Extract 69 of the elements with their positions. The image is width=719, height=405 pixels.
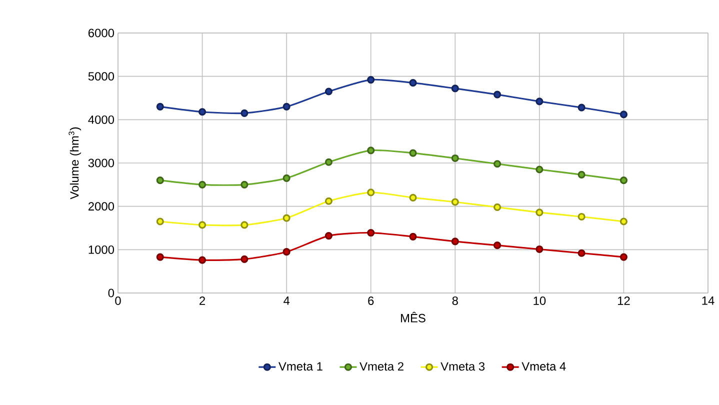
point: [536, 98, 544, 106]
point: [198, 256, 206, 264]
point: [536, 245, 544, 254]
point: [156, 176, 164, 184]
point: [620, 110, 628, 118]
point: [240, 109, 248, 117]
point: [409, 194, 417, 202]
point: [536, 166, 544, 174]
point: [198, 108, 206, 116]
point: [367, 76, 375, 84]
point: [282, 174, 290, 182]
legend-label: Vmeta 1: [278, 362, 322, 371]
point: [536, 208, 544, 216]
point: [324, 88, 333, 96]
point: [494, 203, 502, 211]
point: [578, 249, 586, 257]
point: [494, 242, 502, 250]
point: [620, 218, 628, 226]
point: [620, 253, 628, 261]
point: [282, 214, 290, 222]
y-tick-label: 1000: [88, 245, 114, 254]
y-tick-label: 2000: [88, 202, 114, 211]
x-tick-label: 6: [368, 296, 374, 305]
point: [367, 228, 375, 237]
x-tick-label: 10: [534, 296, 546, 305]
point: [367, 146, 375, 154]
y-axis-title: Volume (hm$^{3}$): [68, 127, 82, 200]
y-tick-label: 6000: [88, 28, 114, 38]
x-tick-label: 4: [284, 296, 290, 305]
point: [409, 232, 417, 240]
y-tick-label: 0: [108, 288, 114, 298]
point: [578, 104, 586, 112]
x-tick-label: 2: [200, 296, 206, 305]
point: [451, 238, 459, 246]
point: [578, 170, 586, 178]
point: [578, 212, 586, 221]
point: [282, 248, 290, 256]
point: [198, 180, 206, 188]
legend-label: Vmeta 3: [440, 362, 485, 371]
point: [240, 255, 248, 263]
point: [324, 232, 333, 240]
point: [409, 149, 417, 157]
point: [156, 102, 164, 110]
point: [494, 160, 502, 168]
point: [240, 180, 248, 188]
x-tick-label: 8: [452, 296, 458, 305]
point: [324, 197, 333, 205]
y-tick-label: 5000: [88, 72, 114, 81]
legend-label: Vmeta 2: [360, 362, 404, 371]
point: [156, 218, 164, 226]
y-tick-label: 3000: [88, 158, 114, 168]
legend-label: Vmeta 4: [522, 362, 566, 371]
x-tick-label: 0: [115, 296, 121, 305]
point: [156, 253, 164, 261]
point: [324, 158, 333, 166]
point: [494, 90, 502, 98]
x-axis-title: MÊS: [401, 312, 426, 322]
point: [451, 198, 459, 206]
point: [367, 188, 375, 196]
point: [282, 102, 290, 110]
point: [451, 154, 459, 162]
point: [240, 221, 248, 229]
point: [198, 221, 206, 229]
y-tick-label: 4000: [88, 115, 114, 124]
point: [620, 176, 628, 184]
point: [409, 79, 417, 87]
x-tick-label: 12: [618, 296, 630, 305]
point: [451, 84, 459, 92]
x-tick-label: 14: [702, 296, 714, 305]
